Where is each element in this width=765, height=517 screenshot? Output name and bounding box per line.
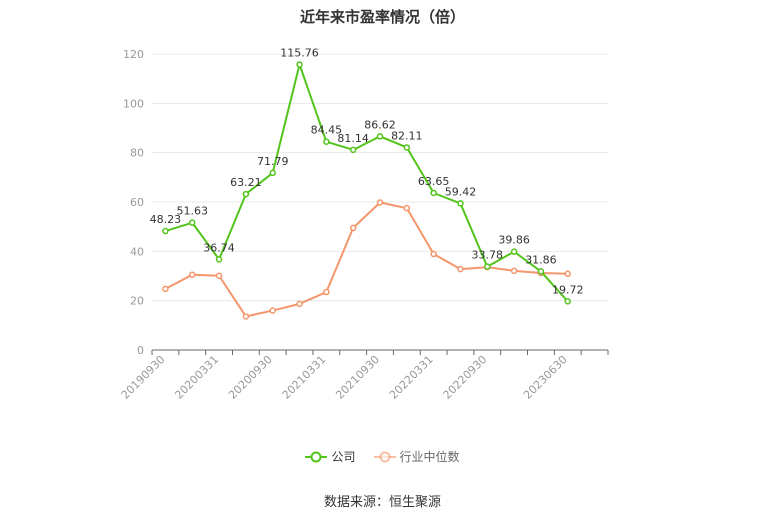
data-point-industry-median <box>430 250 437 258</box>
legend-label-company: 公司 <box>331 450 356 464</box>
source-note: 数据来源：恒生聚源 <box>323 495 441 510</box>
data-point-company <box>242 190 250 198</box>
data-label: 59.42 <box>445 185 477 198</box>
data-label: 86.62 <box>364 118 396 131</box>
x-tick-label: 20220331 <box>387 353 436 402</box>
x-tick-label: 20210930 <box>333 353 382 402</box>
series-line-company <box>165 63 569 303</box>
data-point-industry-median <box>162 285 169 293</box>
data-label: 31.86 <box>525 253 557 266</box>
data-point-company <box>403 144 411 151</box>
data-point-industry-median <box>564 270 572 278</box>
legend-marker-company <box>305 451 328 462</box>
data-label: 84.45 <box>311 124 343 137</box>
data-label: 51.63 <box>176 205 208 218</box>
x-tick-label: 20220930 <box>441 353 490 402</box>
data-point-company <box>457 200 464 207</box>
legend-item-company[interactable]: 公司 <box>305 448 356 465</box>
x-tick-label: 20190930 <box>119 353 168 402</box>
data-label: 19.72 <box>552 283 584 296</box>
data-point-industry-median <box>242 313 250 320</box>
data-point-company <box>430 189 437 197</box>
y-tick-label: 100 <box>123 97 144 110</box>
y-tick-label: 0 <box>137 344 144 357</box>
legend-marker-industry-median <box>373 451 396 462</box>
data-label: 39.86 <box>498 234 530 247</box>
x-tick-label: 20200930 <box>226 353 275 402</box>
data-point-company <box>510 248 518 255</box>
data-point-company <box>188 219 196 226</box>
data-point-company <box>323 138 330 145</box>
data-point-company <box>162 227 169 235</box>
x-tick-label: 20230630 <box>521 353 570 402</box>
y-tick-label: 120 <box>123 48 144 61</box>
data-point-company <box>269 169 276 177</box>
data-label: 81.14 <box>337 132 369 145</box>
data-point-industry-median <box>215 272 223 280</box>
x-tick-label: 20200331 <box>172 353 221 402</box>
data-point-company <box>296 61 303 68</box>
data-label: 82.11 <box>391 129 423 142</box>
data-point-industry-median <box>269 307 276 314</box>
y-tick-label: 80 <box>130 147 144 160</box>
data-point-company <box>215 256 223 263</box>
data-point-industry-median <box>403 204 411 212</box>
data-label: 36.74 <box>203 241 235 254</box>
y-tick-label: 40 <box>130 245 144 258</box>
series-line-industry-median <box>164 201 568 318</box>
data-point-company <box>484 263 491 270</box>
x-tick-label: 20210331 <box>280 353 329 402</box>
legend-item-industry-median[interactable]: 行业中位数 <box>373 448 460 465</box>
data-point-industry-median <box>296 300 303 308</box>
data-point-industry-median <box>510 267 518 275</box>
data-point-industry-median <box>323 288 330 296</box>
y-tick-label: 20 <box>130 295 144 308</box>
data-point-company <box>564 298 572 305</box>
data-label: 63.21 <box>230 176 262 189</box>
data-point-company <box>537 268 545 275</box>
data-point-industry-median <box>457 265 464 273</box>
data-point-industry-median <box>349 224 357 232</box>
data-label: 71.79 <box>257 155 289 168</box>
data-label: 115.76 <box>280 46 319 59</box>
chart-title: 近年来市盈率情况（倍） <box>299 8 465 26</box>
legend: 公司 行业中位数 <box>0 448 765 465</box>
data-label: 63.65 <box>418 175 450 188</box>
data-point-company <box>349 146 357 154</box>
legend-label-industry-median: 行业中位数 <box>399 450 460 464</box>
data-point-industry-median <box>376 199 384 206</box>
data-label: 33.78 <box>472 249 504 262</box>
data-point-company <box>376 133 384 140</box>
data-label: 48.23 <box>150 213 182 226</box>
y-tick-label: 60 <box>130 196 144 209</box>
data-point-industry-median <box>188 271 196 279</box>
